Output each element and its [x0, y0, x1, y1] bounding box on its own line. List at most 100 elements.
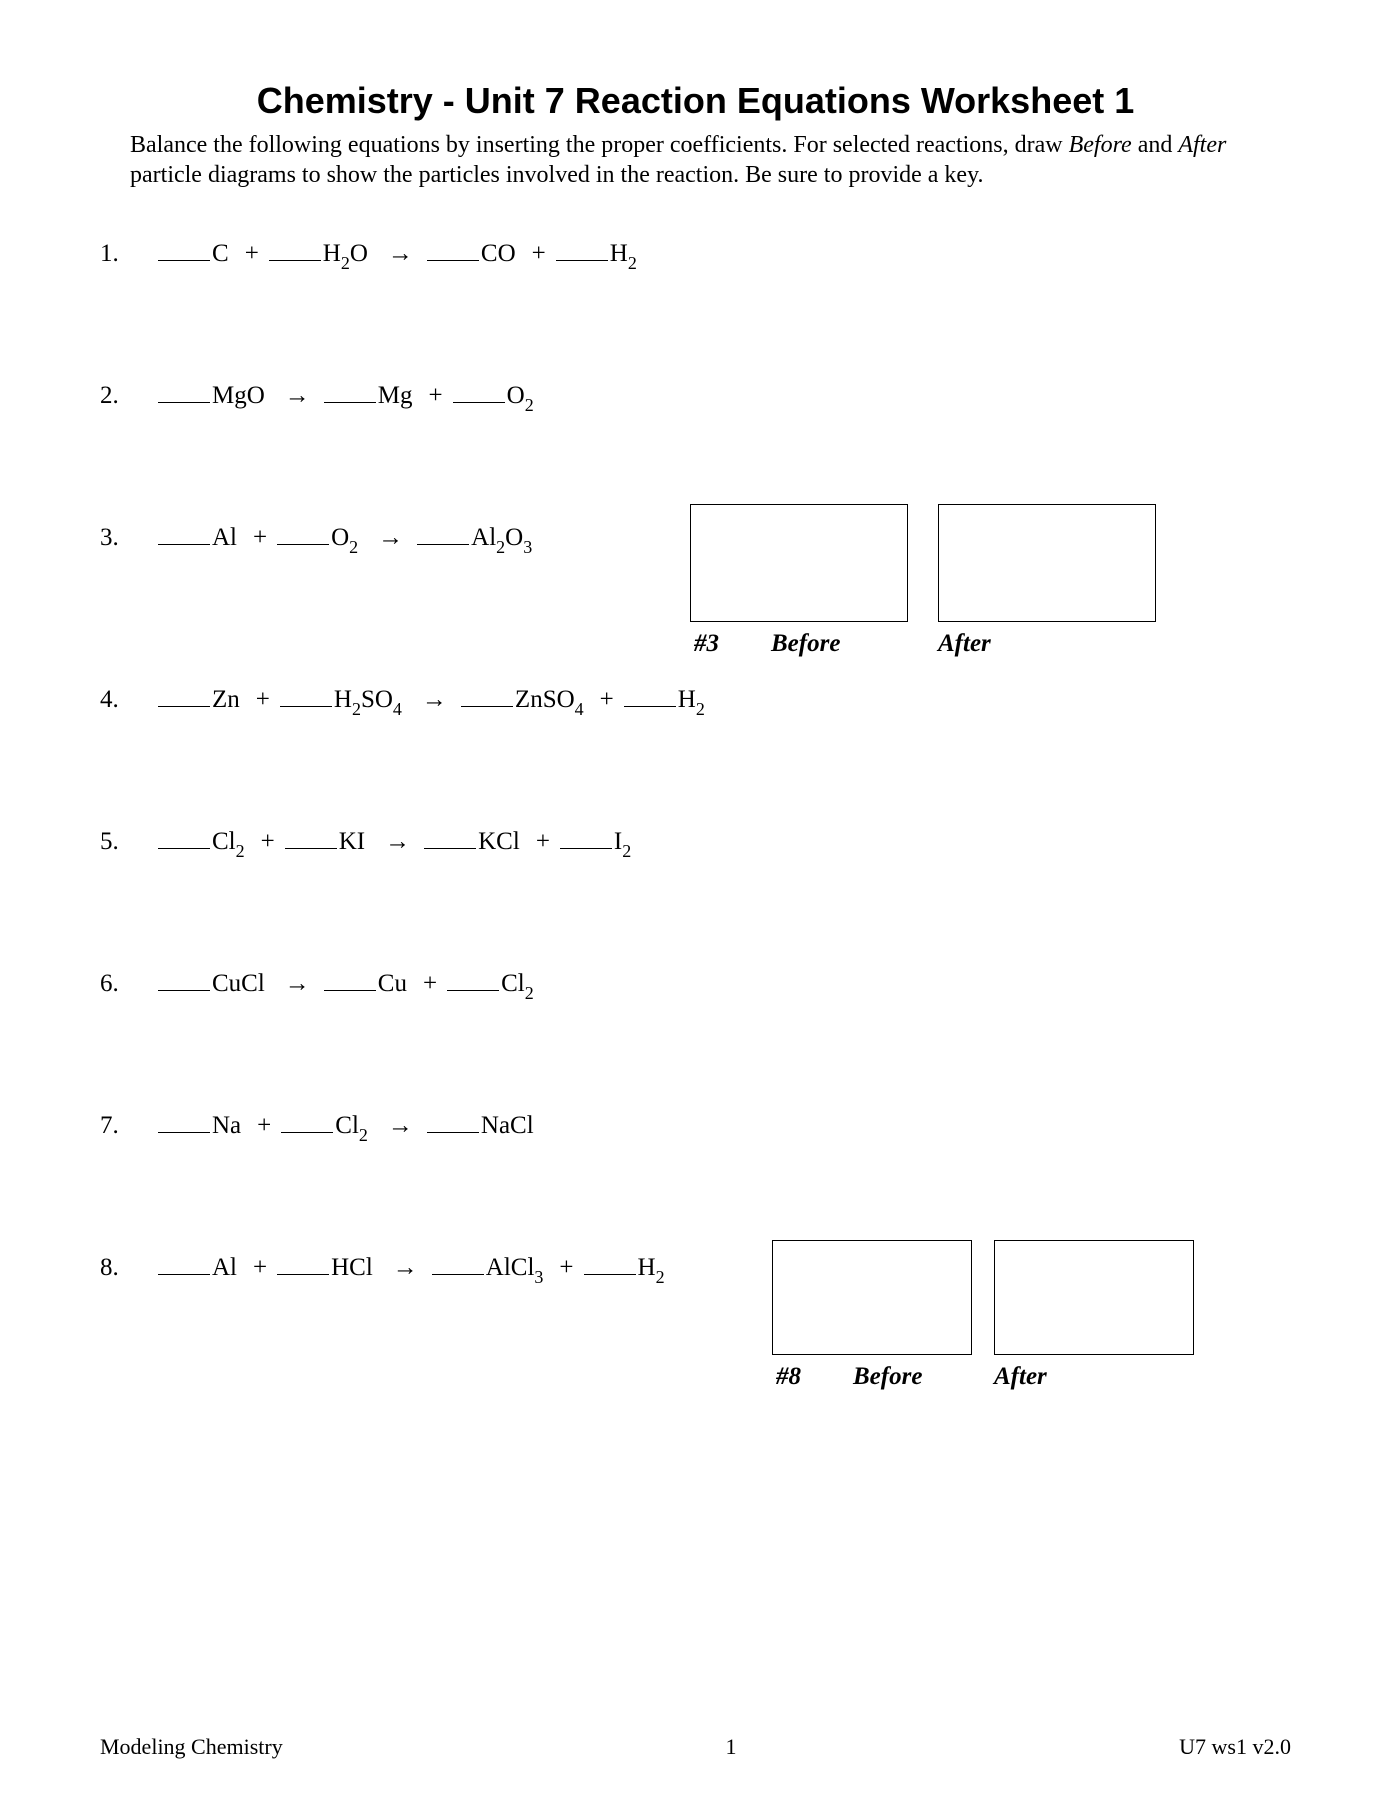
- coefficient-blank[interactable]: [158, 260, 210, 261]
- chemical-formula: CuCl: [212, 970, 265, 998]
- operator-plus: +: [536, 828, 550, 856]
- coefficient-blank[interactable]: [324, 990, 376, 991]
- coefficient-blank[interactable]: [158, 990, 210, 991]
- page-title: Chemistry - Unit 7 Reaction Equations Wo…: [100, 80, 1291, 122]
- problem-row: 3.Al+O2→Al2O3#3BeforeAfter: [100, 524, 1291, 556]
- after-box[interactable]: [994, 1240, 1194, 1355]
- coefficient-blank[interactable]: [461, 706, 513, 707]
- operator-plus: +: [253, 524, 267, 552]
- coefficient-blank[interactable]: [277, 544, 329, 545]
- subscript: 3: [534, 1267, 543, 1287]
- equation: C+H2O→CO+H2: [158, 240, 643, 272]
- coefficient-blank[interactable]: [158, 544, 210, 545]
- subscript: 2: [628, 253, 637, 273]
- instructions-text-3: particle diagrams to show the particles …: [130, 162, 984, 188]
- subscript: 4: [575, 699, 584, 719]
- problem-row: 1.C+H2O→CO+H2: [100, 240, 1291, 272]
- particle-diagram-boxes: #8Before After: [772, 1240, 1194, 1391]
- coefficient-blank[interactable]: [269, 260, 321, 261]
- footer-left: Modeling Chemistry: [100, 1734, 283, 1760]
- before-box-group: #8Before: [772, 1240, 972, 1391]
- chemical-formula: Na: [212, 1112, 241, 1140]
- subscript: 2: [696, 699, 705, 719]
- instructions-before: Before: [1069, 132, 1132, 158]
- page-footer: Modeling Chemistry 1 U7 ws1 v2.0: [100, 1734, 1291, 1760]
- operator-plus: +: [245, 240, 259, 268]
- chemical-formula: H2: [610, 240, 637, 272]
- operator-plus: +: [261, 828, 275, 856]
- problem-number: 8.: [100, 1254, 158, 1282]
- coefficient-blank[interactable]: [324, 402, 376, 403]
- particle-diagram-boxes: #3Before After: [690, 504, 1156, 658]
- equation: MgO→Mg+O2: [158, 382, 540, 414]
- subscript: 2: [349, 537, 358, 557]
- problem-row: 6.CuCl→Cu+Cl2: [100, 970, 1291, 1002]
- coefficient-blank[interactable]: [556, 260, 608, 261]
- coefficient-blank[interactable]: [417, 544, 469, 545]
- chemical-formula: HCl: [331, 1254, 373, 1282]
- footer-page-number: 1: [725, 1734, 736, 1760]
- coefficient-blank[interactable]: [624, 706, 676, 707]
- operator-plus: +: [559, 1254, 573, 1282]
- after-box-group: After: [994, 1240, 1194, 1391]
- coefficient-blank[interactable]: [427, 1132, 479, 1133]
- problem-number: 1.: [100, 240, 158, 268]
- problem-number: 7.: [100, 1112, 158, 1140]
- operator-plus: +: [429, 382, 443, 410]
- chemical-formula: Cl2: [335, 1112, 368, 1144]
- chemical-formula: O2: [507, 382, 534, 414]
- coefficient-blank[interactable]: [280, 706, 332, 707]
- before-label-row: #3Before: [690, 630, 908, 658]
- subscript: 2: [236, 841, 245, 861]
- coefficient-blank[interactable]: [277, 1274, 329, 1275]
- coefficient-blank[interactable]: [281, 1132, 333, 1133]
- coefficient-blank[interactable]: [432, 1274, 484, 1275]
- coefficient-blank[interactable]: [285, 848, 337, 849]
- chemical-formula: C: [212, 240, 229, 268]
- after-label: After: [994, 1363, 1047, 1391]
- coefficient-blank[interactable]: [560, 848, 612, 849]
- problems-list: 1.C+H2O→CO+H22.MgO→Mg+O23.Al+O2→Al2O3#3B…: [100, 240, 1291, 1286]
- arrow-icon: →: [385, 828, 410, 856]
- chemical-formula: KI: [339, 828, 365, 856]
- chemical-formula: Mg: [378, 382, 413, 410]
- equation: Cl2+KI→KCl+I2: [158, 828, 637, 860]
- chemical-formula: I2: [614, 828, 631, 860]
- chemical-formula: H2O: [323, 240, 368, 272]
- subscript: 4: [393, 699, 402, 719]
- arrow-icon: →: [285, 382, 310, 410]
- operator-plus: +: [600, 686, 614, 714]
- problem-row: 7.Na+Cl2→NaCl: [100, 1112, 1291, 1144]
- problem-row: 5.Cl2+KI→KCl+I2: [100, 828, 1291, 860]
- coefficient-blank[interactable]: [584, 1274, 636, 1275]
- problem-number: 2.: [100, 382, 158, 410]
- chemical-formula: H2: [678, 686, 705, 718]
- operator-plus: +: [423, 970, 437, 998]
- operator-plus: +: [257, 1112, 271, 1140]
- chemical-formula: H2SO4: [334, 686, 402, 718]
- coefficient-blank[interactable]: [447, 990, 499, 991]
- coefficient-blank[interactable]: [158, 1274, 210, 1275]
- before-box[interactable]: [690, 504, 908, 622]
- arrow-icon: →: [393, 1254, 418, 1282]
- chemical-formula: H2: [638, 1254, 665, 1286]
- chemical-formula: O2: [331, 524, 358, 556]
- after-label-row: After: [938, 630, 1156, 658]
- before-label: Before: [853, 1363, 922, 1391]
- problem-row: 4.Zn+H2SO4→ZnSO4+H2: [100, 686, 1291, 718]
- coefficient-blank[interactable]: [158, 1132, 210, 1133]
- coefficient-blank[interactable]: [424, 848, 476, 849]
- coefficient-blank[interactable]: [158, 402, 210, 403]
- coefficient-blank[interactable]: [427, 260, 479, 261]
- subscript: 2: [656, 1267, 665, 1287]
- arrow-icon: →: [285, 970, 310, 998]
- instructions-after: After: [1178, 132, 1226, 158]
- after-box[interactable]: [938, 504, 1156, 622]
- coefficient-blank[interactable]: [158, 706, 210, 707]
- coefficient-blank[interactable]: [453, 402, 505, 403]
- arrow-icon: →: [378, 524, 403, 552]
- instructions: Balance the following equations by inser…: [130, 130, 1261, 190]
- coefficient-blank[interactable]: [158, 848, 210, 849]
- before-box[interactable]: [772, 1240, 972, 1355]
- chemical-formula: Zn: [212, 686, 240, 714]
